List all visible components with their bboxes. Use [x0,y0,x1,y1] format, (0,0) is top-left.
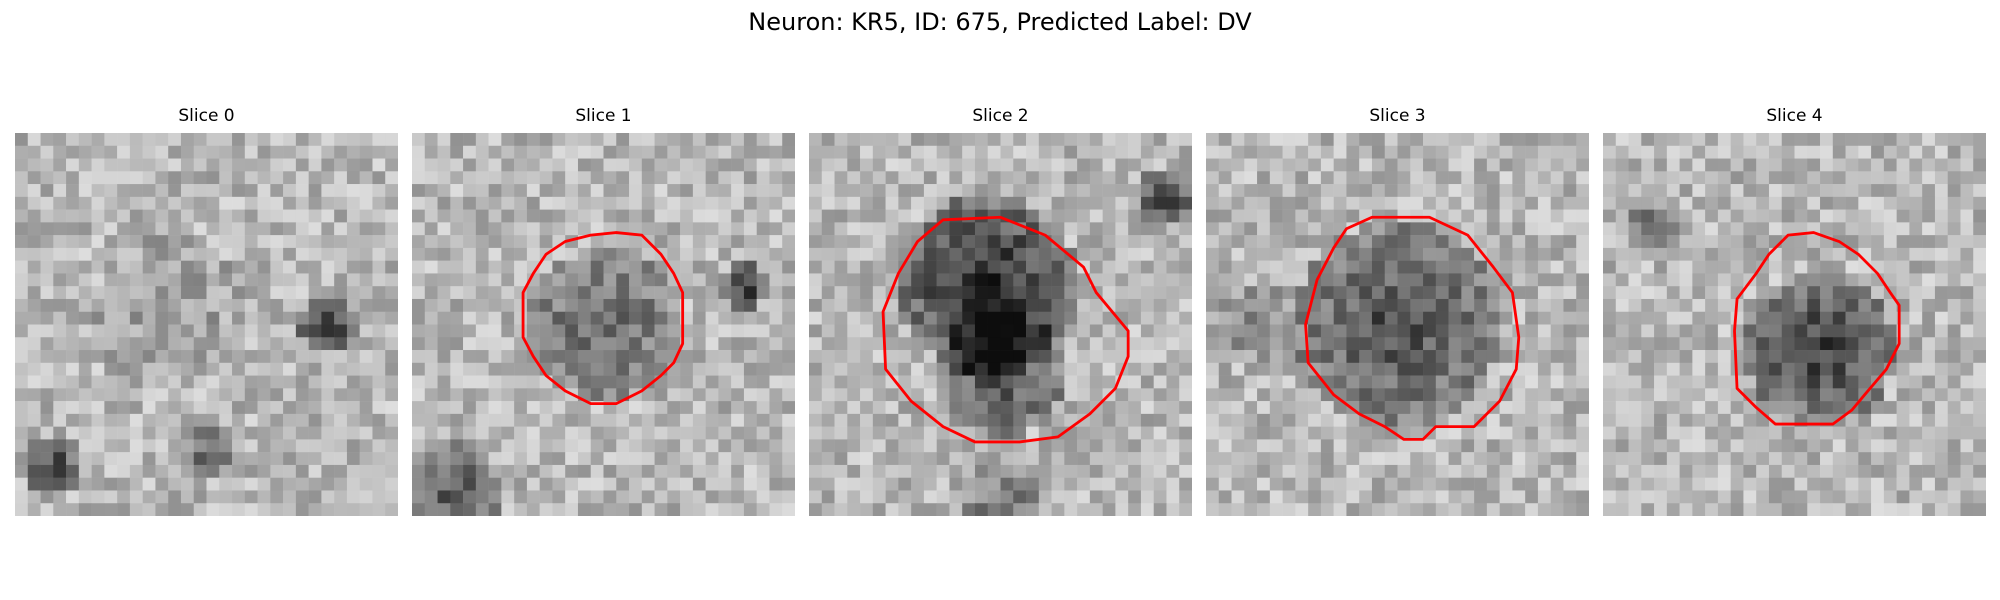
slice-panel-0: Slice 0 [15,105,398,516]
roi-outline [1733,231,1901,426]
slice-panel-1: Slice 1 [412,105,795,516]
roi-outline [881,215,1130,444]
slice-title: Slice 0 [178,106,235,126]
figure-title: Neuron: KR5, ID: 675, Predicted Label: D… [748,8,1252,36]
slice-image [1603,133,1986,516]
slice-image [15,133,398,516]
slice-image [809,133,1192,516]
slice-panel-2: Slice 2 [809,105,1192,516]
slice-title: Slice 1 [575,106,632,126]
slice-panel-4: Slice 4 [1603,105,1986,516]
slice-image [412,133,795,516]
slice-panel-3: Slice 3 [1206,105,1589,516]
roi-outline [1304,215,1521,441]
slice-title: Slice 4 [1766,106,1823,126]
slice-title: Slice 3 [1369,106,1426,126]
slice-image [1206,133,1589,516]
slice-title: Slice 2 [972,106,1029,126]
roi-outline [521,231,685,406]
